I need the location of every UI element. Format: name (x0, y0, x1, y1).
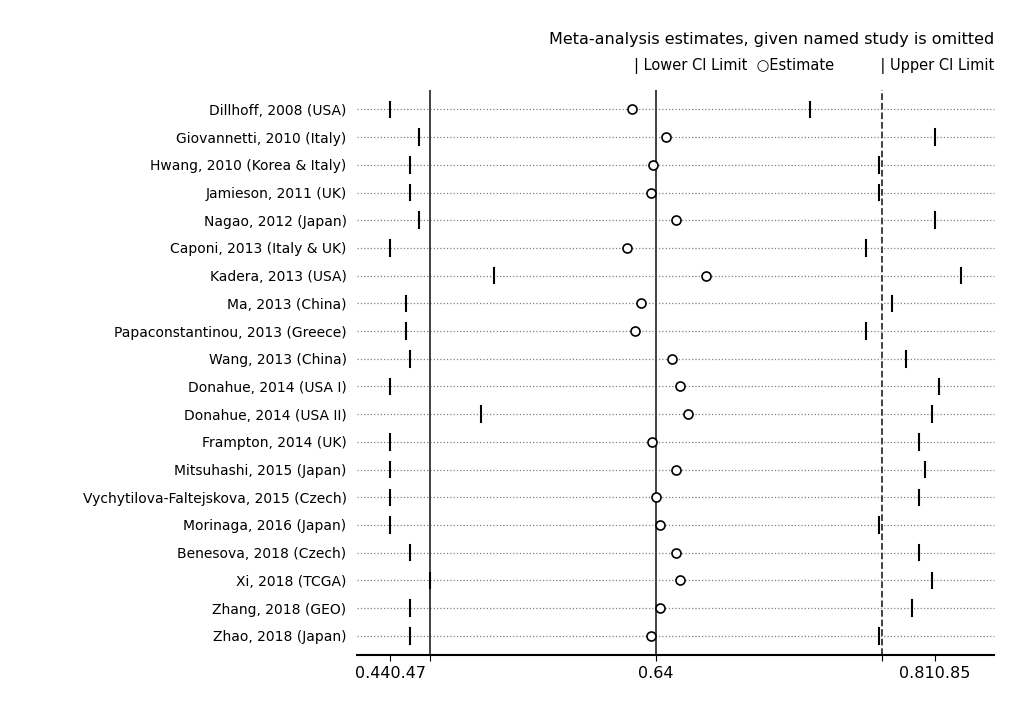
Text: Meta-analysis estimates, given named study is omitted: Meta-analysis estimates, given named stu… (548, 32, 994, 48)
Text: | Lower CI Limit  ○Estimate          | Upper CI Limit: | Lower CI Limit ○Estimate | Upper CI Li… (634, 58, 994, 73)
